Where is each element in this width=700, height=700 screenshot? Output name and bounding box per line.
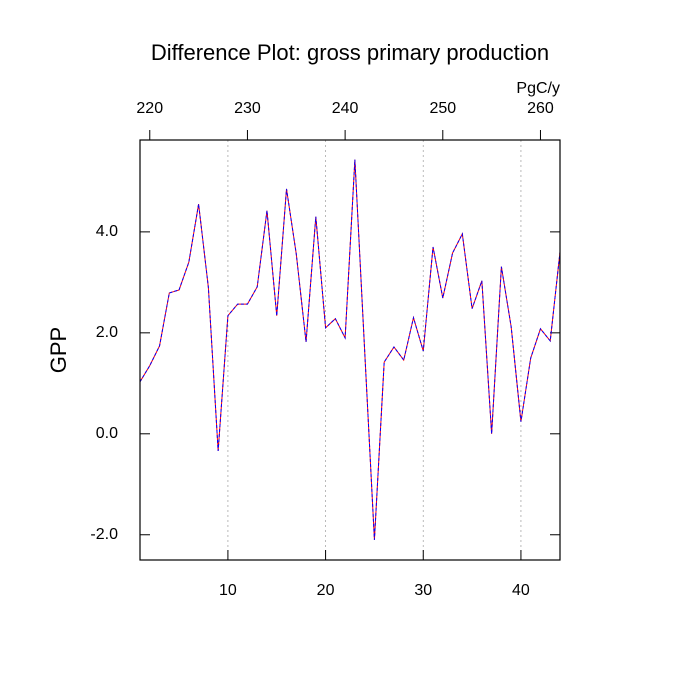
y-tick-label: -2.0	[90, 526, 118, 543]
y-tick-label: 2.0	[96, 324, 118, 341]
y-axis-label: GPP	[46, 327, 71, 373]
plot-frame	[139, 139, 561, 561]
x2-tick-label: 240	[332, 100, 359, 117]
x2-axis-label: PgC/y	[516, 80, 560, 97]
x-tick-label: 40	[512, 582, 530, 599]
x-tick-label: 20	[317, 582, 335, 599]
x2-tick-label: 220	[136, 100, 163, 117]
chart-title: Difference Plot: gross primary productio…	[151, 40, 549, 65]
y-tick-label: 0.0	[96, 425, 118, 442]
data-line-overlay	[139, 159, 561, 540]
x2-tick-label: 250	[429, 100, 456, 117]
x-tick-label: 10	[219, 582, 237, 599]
x2-tick-label: 260	[527, 100, 554, 117]
x-tick-label: 30	[414, 582, 432, 599]
y-tick-label: 4.0	[96, 223, 118, 240]
x2-tick-label: 230	[234, 100, 261, 117]
